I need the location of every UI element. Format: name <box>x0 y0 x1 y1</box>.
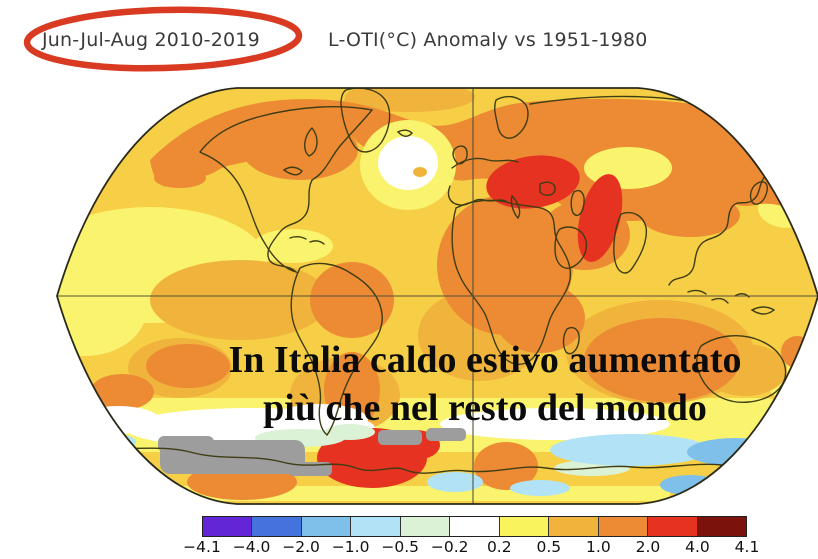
colorbar-segment <box>400 517 451 536</box>
caption-line1: In Italia caldo estivo aumentato <box>228 339 742 381</box>
map-outline <box>56 87 818 505</box>
colorbar-tick-label: 4.0 <box>685 538 710 556</box>
colorbar-segment <box>252 517 302 536</box>
map-amber-dot-in-blob <box>413 167 427 177</box>
colorbar-segment <box>301 517 352 536</box>
colorbar-tick-label: 0.2 <box>486 538 512 556</box>
colorbar-segment <box>598 517 649 536</box>
colorbar-tick-label: 4.1 <box>734 538 760 556</box>
highlight-ellipse <box>23 6 303 72</box>
colorbar-segment <box>697 517 746 536</box>
caption-line2: più che nel resto del mondo <box>263 387 707 429</box>
colorbar-tick-label: −0.2 <box>430 538 469 556</box>
colorbar-tick-label: 0.5 <box>536 538 562 556</box>
colorbar-segment <box>203 517 253 536</box>
colorbar-segments <box>202 516 747 537</box>
caption-overlay: In Italia caldo estivo aumentato più che… <box>120 336 818 432</box>
colorbar-tick-label: −4.1 <box>183 538 221 556</box>
colorbar-tick-label: −1.0 <box>331 538 370 556</box>
colorbar-segment <box>351 517 401 536</box>
colorbar-segment <box>499 517 550 536</box>
coastlines <box>91 88 808 480</box>
colorbar-tick-label: 2.0 <box>635 538 661 556</box>
colorbar-tick-label: −2.0 <box>282 538 320 556</box>
colorbar-tick-label: −4.0 <box>232 538 271 556</box>
colorbar-segment <box>549 517 599 536</box>
colorbar-labels: −4.1 −4.0 −2.0 −1.0 −0.5 −0.2 0.2 0.5 1.0 2.0 4.0 4… <box>183 538 759 558</box>
period-label: Jun-Jul-Aug 2010-2019 <box>42 29 260 51</box>
colorbar-tick-label: 1.0 <box>586 538 611 556</box>
colorbar-segment <box>450 517 500 536</box>
dataset-label: L-OTI(°C) Anomaly vs 1951-1980 <box>328 29 648 51</box>
colorbar-segment <box>648 517 698 536</box>
colorbar-tick-label: −0.5 <box>381 538 419 556</box>
highlight-ellipse-stroke <box>23 6 303 72</box>
